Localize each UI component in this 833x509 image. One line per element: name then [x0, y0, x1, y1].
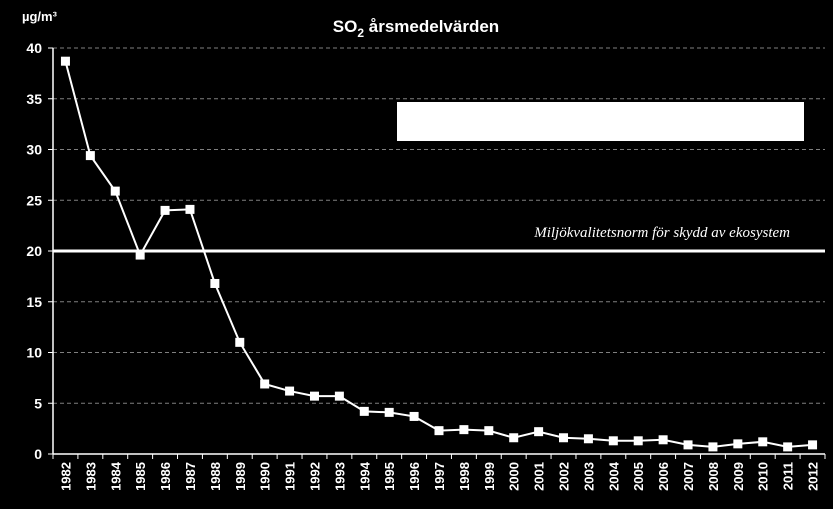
- x-tick-label: 2004: [606, 461, 621, 491]
- x-tick-label: 1987: [183, 462, 198, 491]
- y-tick-label: 5: [34, 395, 42, 411]
- y-tick-label: 40: [26, 40, 42, 56]
- x-tick-label: 2001: [532, 462, 547, 491]
- chart-title-main: SO: [333, 17, 358, 36]
- overlay-box: [397, 102, 804, 141]
- x-tick-label: 2012: [806, 462, 821, 491]
- data-point-marker: [808, 440, 818, 450]
- data-point-marker: [260, 379, 270, 389]
- x-tick-label: 2008: [706, 462, 721, 491]
- x-tick-label: 1983: [83, 462, 98, 491]
- data-point-marker: [434, 426, 444, 436]
- y-tick-label: 20: [26, 243, 42, 259]
- data-point-marker: [683, 440, 693, 450]
- data-point-marker: [359, 406, 369, 416]
- reference-line-group: Miljökvalitetsnorm för skydd av ekosyste…: [53, 225, 825, 253]
- x-tick-label: 1996: [407, 462, 422, 491]
- data-point-marker: [484, 426, 494, 436]
- data-point-marker: [459, 425, 469, 435]
- data-point-marker: [409, 411, 419, 421]
- data-point-marker: [60, 56, 70, 66]
- x-tick-label: 1989: [233, 462, 248, 491]
- data-point-marker: [658, 435, 668, 445]
- data-point-marker: [110, 186, 120, 196]
- y-tick-label: 10: [26, 345, 42, 361]
- y-axis-unit: µg/m³: [22, 9, 58, 24]
- y-tick-label: 35: [26, 91, 42, 107]
- reference-line-label: Miljökvalitetsnorm för skydd av ekosyste…: [533, 225, 790, 241]
- data-point-marker: [309, 391, 319, 401]
- x-tick-label: 1982: [58, 462, 73, 491]
- series-group: [60, 56, 818, 452]
- data-point-marker: [783, 442, 793, 452]
- x-tick-label: 2007: [681, 462, 696, 491]
- x-tick-label: 1984: [108, 461, 123, 491]
- data-point-marker: [608, 436, 618, 446]
- x-tick-label: 2010: [756, 462, 771, 491]
- y-tick-label: 30: [26, 142, 42, 158]
- x-tick-label: 1995: [382, 462, 397, 491]
- chart-title: SO2 årsmedelvärden: [333, 17, 499, 40]
- x-tick-label: 1986: [158, 462, 173, 491]
- y-tick-labels: 0 5 10 15 20 25 30 35 40: [26, 40, 42, 462]
- chart-title-rest: årsmedelvärden: [364, 17, 499, 36]
- data-point-marker: [135, 250, 145, 260]
- data-point-marker: [285, 386, 295, 396]
- data-point-marker: [384, 407, 394, 417]
- y-tick-label: 0: [34, 446, 42, 462]
- x-tick-label: 1993: [332, 462, 347, 491]
- x-tick-label: 2006: [656, 462, 671, 491]
- data-point-marker: [708, 442, 718, 452]
- x-tick-label: 2003: [581, 462, 596, 491]
- x-tick-label: 1990: [258, 462, 273, 491]
- data-point-marker: [85, 151, 95, 161]
- x-tick-labels: 1982 1983 1984 1985 1986 1987 1988 1989 1990 1991…: [58, 461, 820, 491]
- chart-title-subscript: 2: [357, 26, 364, 40]
- x-tick-label: 1992: [307, 462, 322, 491]
- x-tick-label: 1985: [133, 462, 148, 491]
- data-point-marker: [633, 436, 643, 446]
- x-tick-label: 1997: [432, 462, 447, 491]
- x-tick-label: 1999: [482, 462, 497, 491]
- x-tick-label: 2011: [781, 462, 796, 490]
- x-tick-label: 1988: [208, 462, 223, 491]
- x-tick-label: 2009: [731, 462, 746, 491]
- data-point-marker: [758, 437, 768, 447]
- data-point-marker: [583, 434, 593, 444]
- data-point-marker: [534, 427, 544, 437]
- data-point-marker: [185, 204, 195, 214]
- data-point-marker: [235, 337, 245, 347]
- x-tick-label: 1998: [457, 462, 472, 491]
- x-tick-label: 1994: [357, 461, 372, 491]
- data-point-marker: [509, 433, 519, 443]
- y-tick-label: 15: [26, 294, 42, 310]
- axes: [48, 47, 826, 459]
- data-point-marker: [160, 205, 170, 215]
- x-tick-label: 2002: [557, 462, 572, 491]
- data-point-marker: [559, 433, 569, 443]
- data-point-marker: [334, 391, 344, 401]
- y-tick-label: 25: [26, 192, 42, 208]
- data-point-marker: [733, 439, 743, 449]
- x-tick-label: 2000: [507, 462, 522, 491]
- x-tick-label: 2005: [631, 462, 646, 491]
- x-tick-label: 1991: [283, 462, 298, 491]
- data-point-marker: [210, 278, 220, 288]
